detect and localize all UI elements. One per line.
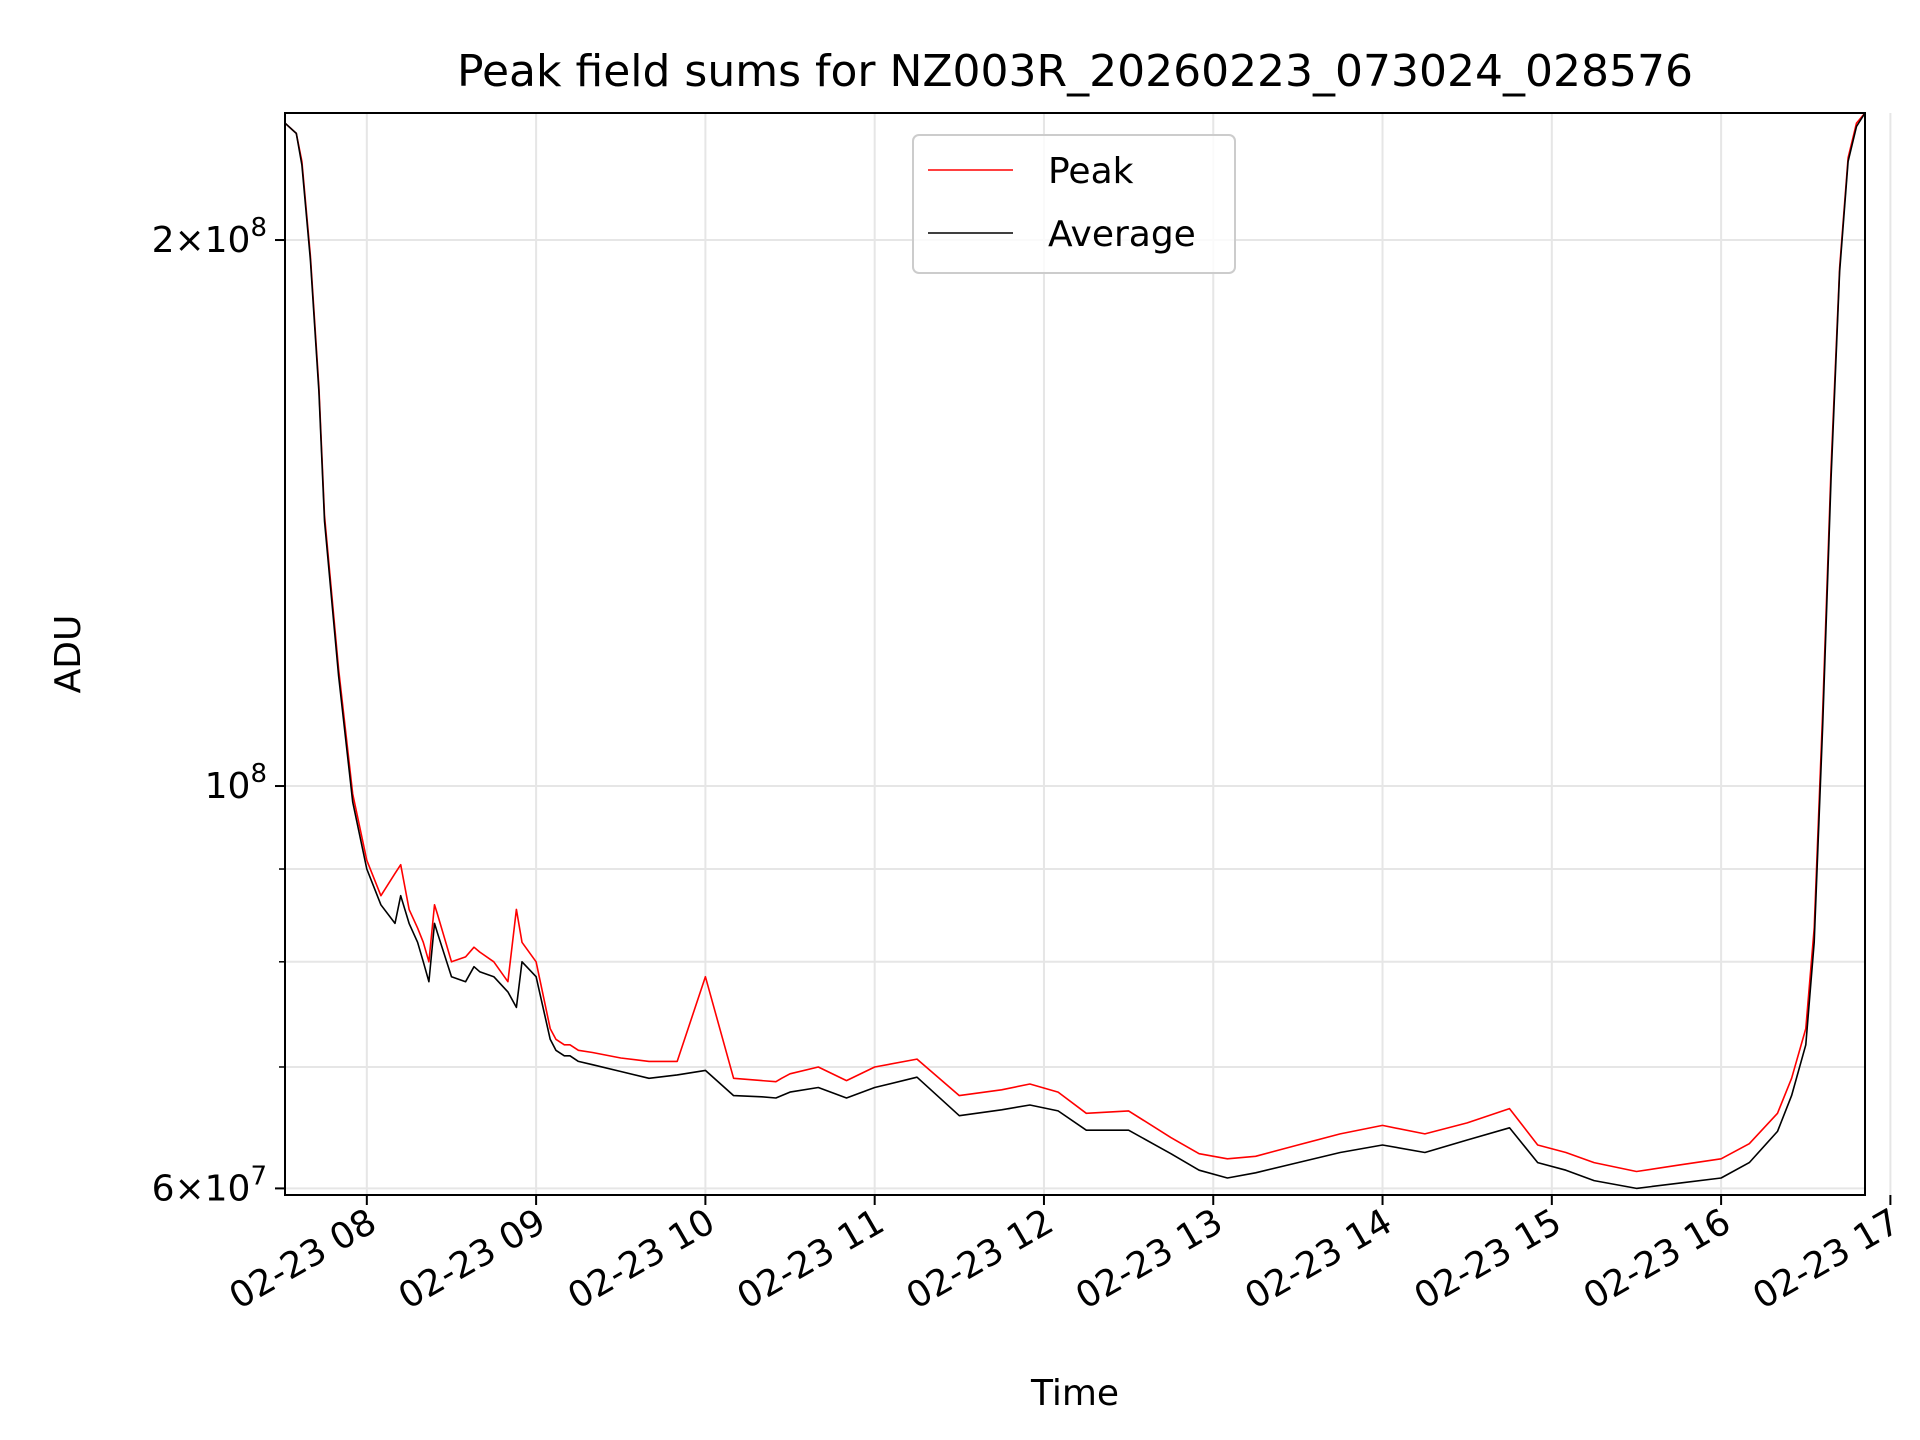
legend: Peak Average (912, 134, 1236, 274)
y-axis-ticks: 6×107 108 2×108 (152, 213, 285, 1209)
y-tick-label: 108 (205, 759, 267, 807)
series-line-peak (285, 113, 1865, 1173)
chart-title: Peak field sums for NZ003R_20260223_0730… (457, 46, 1693, 97)
legend-label-average: Average (1048, 214, 1196, 255)
y-tick-label: 2×108 (152, 213, 267, 261)
x-axis-title: Time (1030, 1373, 1119, 1414)
gridlines (285, 113, 1892, 1195)
axes-frame (284, 112, 1866, 1196)
series-line-average (285, 113, 1865, 1190)
y-tick-label: 6×107 (152, 1161, 267, 1209)
y-axis-title: ADU (48, 615, 89, 694)
legend-label-peak: Peak (1048, 151, 1134, 192)
plot-area (285, 113, 1865, 1190)
